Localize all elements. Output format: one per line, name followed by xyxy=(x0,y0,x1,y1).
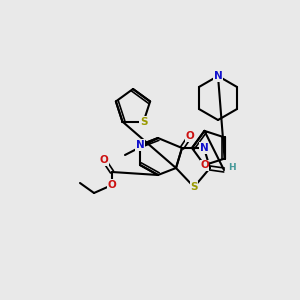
Text: O: O xyxy=(186,131,194,141)
Text: N: N xyxy=(214,71,222,81)
Text: N: N xyxy=(200,143,208,153)
Text: S: S xyxy=(190,182,198,192)
Text: N: N xyxy=(136,140,144,150)
Text: O: O xyxy=(108,180,116,190)
Text: O: O xyxy=(100,155,108,165)
Text: S: S xyxy=(140,117,147,127)
Text: H: H xyxy=(228,164,236,172)
Text: O: O xyxy=(200,160,209,170)
